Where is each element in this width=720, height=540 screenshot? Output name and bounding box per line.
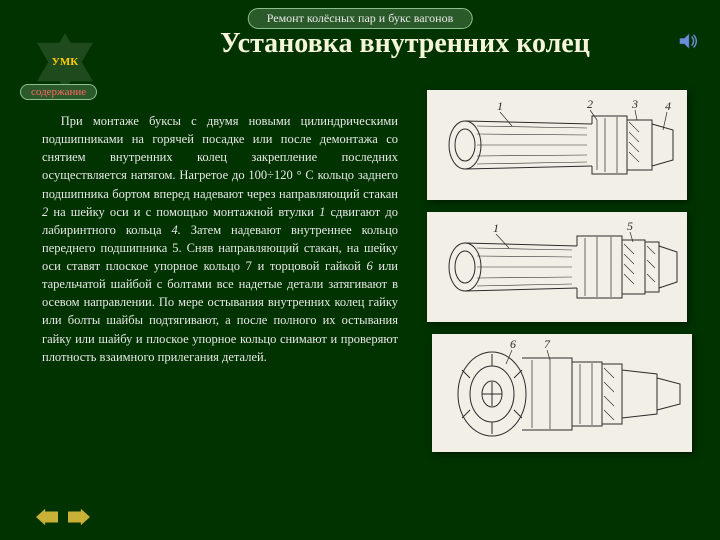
- sound-icon[interactable]: [678, 32, 700, 50]
- course-banner: Ремонт колёсных пар и букс вагонов: [248, 8, 473, 29]
- fig1-label-3: 3: [631, 97, 638, 111]
- fig2-label-1: 1: [493, 221, 499, 235]
- text-run: на шейку оси и с помощью монтажной втулк…: [48, 205, 319, 219]
- next-arrow[interactable]: [68, 508, 90, 526]
- prev-arrow[interactable]: [36, 508, 58, 526]
- page-title: Установка внутренних колец: [150, 28, 660, 60]
- ref-4: 4.: [171, 223, 180, 237]
- fig1-label-1: 1: [497, 99, 503, 113]
- body-text: При монтаже буксы с двумя новыми цилиндр…: [42, 112, 398, 366]
- fig3-label-7: 7: [544, 337, 551, 351]
- umk-badge: УМК: [35, 32, 95, 92]
- figure-2: 1 5: [427, 212, 687, 322]
- fig3-label-6: 6: [510, 337, 516, 351]
- badge-label: УМК: [52, 56, 78, 68]
- figure-1: 1 2 3 4: [427, 90, 687, 200]
- nav-arrows: [36, 508, 90, 526]
- figure-3: 6 7: [432, 334, 692, 452]
- contents-label: содержание: [31, 86, 86, 98]
- fig1-label-2: 2: [587, 97, 593, 111]
- text-run: При монтаже буксы с двумя новыми цилиндр…: [42, 114, 398, 201]
- fig1-label-4: 4: [665, 99, 671, 113]
- banner-text: Ремонт колёсных пар и букс вагонов: [267, 11, 454, 25]
- contents-button[interactable]: содержание: [20, 84, 97, 100]
- fig2-label-5: 5: [627, 219, 633, 233]
- figure-column: 1 2 3 4: [427, 90, 692, 452]
- text-run: или тарельчатой шайбой с болтами все над…: [42, 259, 398, 364]
